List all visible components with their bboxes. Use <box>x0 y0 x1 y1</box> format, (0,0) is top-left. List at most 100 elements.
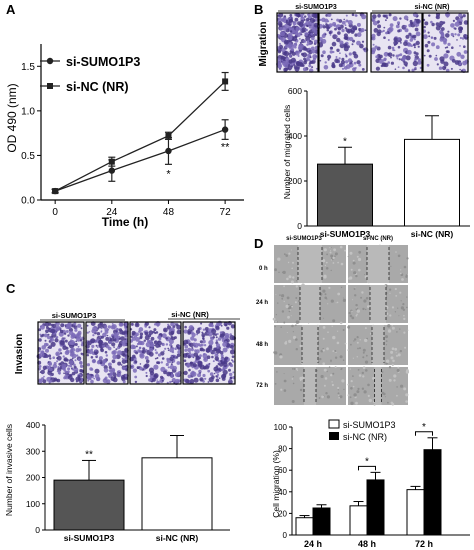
scratch-texture <box>387 401 389 404</box>
stained-cell <box>69 364 73 368</box>
panel-a-y-tick-label: 0.5 <box>21 151 35 162</box>
panel-d-bar-0 <box>349 505 368 536</box>
micrograph-frame <box>276 12 319 73</box>
panel-d-row-label-0: 0 h <box>259 266 268 272</box>
stained-cell <box>338 57 341 60</box>
stained-cell <box>384 62 389 68</box>
panel-a-legend: si-SUMO1P3 si-NC (NR) <box>40 55 140 94</box>
stained-cell <box>120 336 125 341</box>
stained-cell <box>440 27 445 31</box>
stained-cell <box>226 326 230 330</box>
stained-cell <box>117 350 122 356</box>
scratch-texture <box>392 359 395 363</box>
stained-cell <box>288 26 292 30</box>
scratch-texture <box>285 254 289 257</box>
stained-cell <box>305 18 310 22</box>
scratch-texture <box>356 255 359 258</box>
micrograph-frame <box>85 321 129 385</box>
stained-cell <box>347 20 353 25</box>
panel-b-micro-label-sumo: si-SUMO1P3 <box>295 4 337 11</box>
stained-cell <box>113 338 117 342</box>
panel-d-micro-label-nc: si-NC (NR) <box>363 236 393 242</box>
stained-cell <box>328 31 332 34</box>
scratch-texture <box>301 376 305 380</box>
stained-cell <box>162 333 167 339</box>
panel-d-category-label: 24 h <box>304 539 322 549</box>
stained-cell <box>170 330 175 335</box>
stained-cell <box>77 323 82 328</box>
stained-cell <box>107 328 110 331</box>
stained-cell <box>347 58 352 63</box>
scratch-texture <box>347 325 351 329</box>
stained-cell <box>283 15 287 18</box>
scratch-texture <box>323 274 327 278</box>
stained-cell <box>303 19 306 21</box>
stained-cell <box>409 38 413 42</box>
scratch-texture <box>347 394 350 397</box>
stained-cell <box>214 353 219 358</box>
stained-cell <box>341 20 346 25</box>
scratch-texture <box>281 310 285 313</box>
scratch-texture <box>278 271 280 273</box>
stained-cell <box>395 24 400 29</box>
panel-a-point-nc <box>108 158 115 165</box>
stained-cell <box>416 19 421 24</box>
panel-d-significance-bracket <box>415 431 433 436</box>
panel-a-xlabel: Time (h) <box>102 215 148 229</box>
stained-cell <box>136 366 140 370</box>
scratch-texture <box>354 294 357 297</box>
stained-cell <box>171 361 174 364</box>
scratch-texture <box>329 247 331 249</box>
stained-cell <box>295 26 300 32</box>
stained-cell <box>202 336 205 340</box>
stained-cell <box>219 331 223 334</box>
stained-cell <box>393 37 398 42</box>
stained-cell <box>169 343 173 347</box>
scratch-texture <box>293 368 296 370</box>
stained-cell <box>446 50 450 54</box>
stained-cell <box>232 360 235 363</box>
scratch-texture <box>355 307 357 309</box>
panel-b-letter: B <box>254 2 263 17</box>
stained-cell <box>46 326 49 330</box>
stained-cell <box>322 50 326 54</box>
scratch-texture <box>397 254 401 258</box>
scratch-texture <box>402 303 405 306</box>
stained-cell <box>102 378 108 384</box>
stained-cell <box>361 14 367 20</box>
legend-swatch-nc <box>329 432 339 440</box>
stained-cell <box>220 354 224 358</box>
micrograph-frame <box>182 321 236 385</box>
scratch-texture <box>364 360 369 364</box>
stained-cell <box>63 357 68 362</box>
stained-cell <box>199 340 203 344</box>
scratch-image <box>273 324 347 366</box>
panel-b-micro-label-nc: si-NC (NR) <box>415 4 450 11</box>
stained-cell <box>90 379 94 384</box>
stained-cell <box>211 375 215 380</box>
stained-cell <box>45 348 49 353</box>
stained-cell <box>427 40 431 44</box>
scratch-texture <box>295 280 298 282</box>
stained-cell <box>62 345 67 351</box>
scratch-texture <box>286 332 288 333</box>
stained-cell <box>151 377 156 382</box>
stained-cell <box>67 367 71 371</box>
stained-cell <box>170 363 173 366</box>
stained-cell <box>314 33 318 36</box>
stained-cell <box>319 59 322 62</box>
scratch-texture <box>394 347 398 351</box>
stained-cell <box>408 32 412 36</box>
stained-cell <box>308 31 310 33</box>
stained-cell <box>206 355 211 360</box>
scratch-texture <box>330 359 332 362</box>
stained-cell <box>279 27 284 31</box>
stained-cell <box>353 53 359 59</box>
stained-cell <box>294 17 299 22</box>
scratch-texture <box>406 296 408 298</box>
stained-cell <box>283 56 287 60</box>
scratch-texture <box>283 389 287 392</box>
stained-cell <box>442 37 448 43</box>
stained-cell <box>354 33 358 37</box>
stained-cell <box>110 372 114 376</box>
